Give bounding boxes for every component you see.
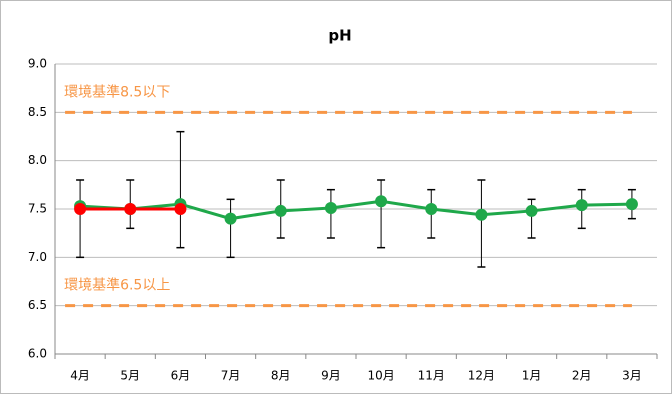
y-tick-label: 9.0: [28, 57, 47, 71]
data-point: [174, 203, 187, 215]
annotation: 環境基準8.5以下: [64, 83, 170, 100]
x-tick-label: 9月: [321, 369, 341, 383]
data-point: [274, 204, 287, 217]
x-tick-label: 7月: [221, 369, 241, 383]
x-tick-label: 1月: [522, 369, 542, 383]
x-tick-label: 12月: [468, 369, 495, 383]
x-tick-label: 5月: [120, 369, 140, 383]
chart-title: pH: [328, 27, 351, 45]
y-tick-label: 6.5: [28, 298, 47, 312]
data-point: [324, 202, 337, 215]
x-tick-label: 8月: [271, 369, 291, 383]
x-tick-label: 11月: [418, 369, 445, 383]
series-line: [79, 199, 632, 221]
data-point: [224, 212, 237, 225]
data-point: [525, 204, 538, 217]
data-point: [74, 203, 87, 215]
x-tick-label: 4月: [70, 369, 90, 383]
y-tick-label: 6.0: [28, 347, 47, 361]
y-tick-label: 7.0: [28, 250, 47, 264]
y-tick-label: 8.0: [28, 153, 47, 167]
x-tick-label: 2月: [572, 369, 592, 383]
annotation: 環境基準6.5以上: [64, 277, 170, 294]
x-tick-label: 6月: [171, 369, 191, 383]
y-tick-label: 8.5: [28, 105, 47, 119]
data-point: [425, 203, 438, 215]
data-point: [375, 195, 388, 208]
x-tick-label: 10月: [367, 369, 394, 383]
data-point: [575, 199, 588, 212]
data-point: [475, 208, 488, 221]
x-tick-label: 3月: [622, 369, 642, 383]
y-tick-label: 7.5: [28, 202, 47, 216]
data-point: [124, 203, 137, 215]
data-point: [625, 198, 638, 211]
